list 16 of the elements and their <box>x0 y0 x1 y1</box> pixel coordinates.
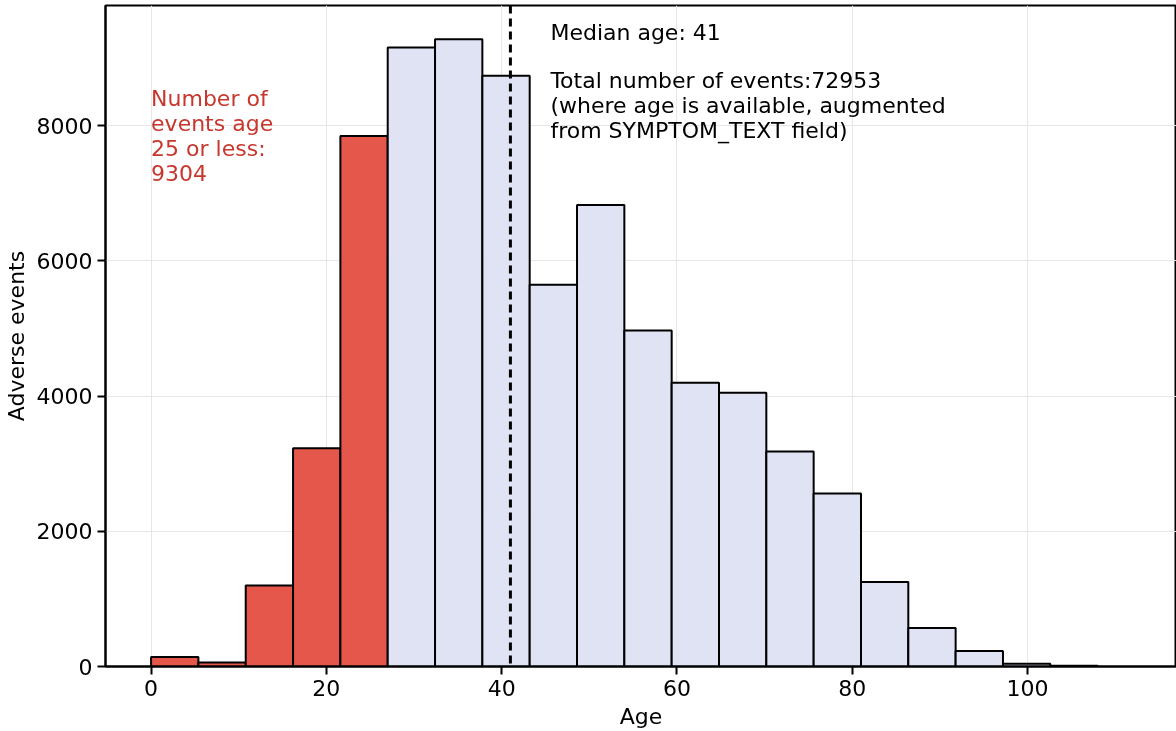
x-tick-label: 40 <box>487 675 516 701</box>
annotation: Number of events age 25 or less: 9304 <box>151 85 274 186</box>
x-tick-label: 100 <box>1006 675 1049 701</box>
x-tick-label: 20 <box>312 675 341 701</box>
x-axis-title: Age <box>619 703 663 729</box>
y-tick-label: 0 <box>78 654 93 680</box>
y-tick-label: 8000 <box>36 113 93 139</box>
ref-line-label: Median age: 41 <box>550 19 721 45</box>
y-axis-title: Adverse events <box>3 250 29 422</box>
x-tick-label: 0 <box>144 675 159 701</box>
annotation: Total number of events:72953 (where age is available, augmented from SYMPTOM_TEXT field) <box>549 67 946 144</box>
y-tick-label: 6000 <box>36 248 93 274</box>
y-tick-label: 4000 <box>36 384 93 410</box>
x-tick-label: 80 <box>838 675 867 701</box>
x-tick-label: 60 <box>662 675 691 701</box>
y-tick-label: 2000 <box>36 519 93 545</box>
